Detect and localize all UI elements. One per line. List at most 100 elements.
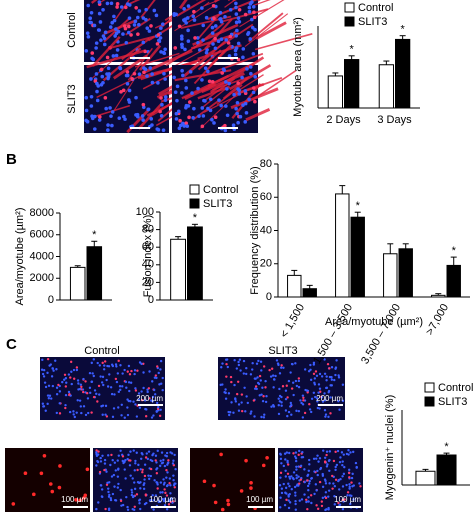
nucleus <box>184 21 188 25</box>
nucleus <box>261 386 264 389</box>
nucleus <box>134 403 137 406</box>
nucleus <box>314 370 318 373</box>
nucleus <box>243 386 246 389</box>
myotube <box>200 94 237 129</box>
nucleus <box>294 508 298 511</box>
nucleus <box>192 18 197 22</box>
nucleus <box>105 415 109 418</box>
nucleus <box>282 366 285 370</box>
nucleus <box>137 9 142 13</box>
nucleus <box>180 73 185 78</box>
nucleus <box>131 477 134 480</box>
nucleus <box>120 403 123 406</box>
nucleus <box>318 480 322 484</box>
nucleus <box>303 411 307 415</box>
nucleus <box>332 459 336 463</box>
nucleus <box>297 377 301 380</box>
nucleus <box>88 16 93 21</box>
nucleus <box>127 88 132 93</box>
nucleus <box>156 407 160 411</box>
nucleus <box>84 95 89 100</box>
nucleus <box>280 462 283 465</box>
nucleus <box>124 380 128 384</box>
nucleus <box>287 499 290 502</box>
nucleus <box>279 457 283 461</box>
nucleus <box>300 498 304 501</box>
x-axis-label: Area/myotube (µm²) <box>325 316 423 328</box>
nucleus <box>153 393 157 396</box>
nucleus <box>145 26 150 30</box>
nucleus <box>163 464 167 468</box>
nucleus <box>92 23 97 28</box>
nucleus <box>243 12 248 17</box>
nucleus <box>155 42 160 46</box>
nucleus <box>109 386 113 389</box>
nucleus <box>297 409 301 413</box>
nucleus <box>259 360 263 363</box>
myotube <box>112 79 135 113</box>
nucleus <box>92 374 95 378</box>
nucleus <box>106 481 109 485</box>
nucleus <box>259 379 262 382</box>
nucleus <box>165 494 169 497</box>
nucleus <box>186 104 191 108</box>
nucleus <box>213 500 218 505</box>
nucleus <box>133 369 137 372</box>
nucleus <box>234 5 238 10</box>
nucleus <box>133 487 137 491</box>
nucleus <box>135 415 139 418</box>
nucleus <box>166 461 170 465</box>
nucleus <box>278 387 281 391</box>
myotube <box>137 102 164 130</box>
nucleus <box>284 491 287 494</box>
nucleus <box>224 358 228 361</box>
nucleus <box>58 402 61 405</box>
nucleus <box>224 38 229 42</box>
nucleus <box>42 453 47 458</box>
nucleus <box>144 7 148 12</box>
nucleus <box>210 117 214 122</box>
nucleus <box>234 12 239 16</box>
nucleus <box>250 410 253 413</box>
nucleus <box>90 361 93 365</box>
nucleus <box>280 401 283 404</box>
nucleus <box>168 477 172 480</box>
nucleus <box>117 406 120 409</box>
nucleus <box>282 482 285 486</box>
nucleus <box>341 507 345 511</box>
nucleus <box>122 461 125 465</box>
nucleus <box>186 39 191 43</box>
nucleus <box>70 382 73 386</box>
nucleus <box>139 457 143 460</box>
nucleus <box>120 504 123 507</box>
nucleus <box>97 450 100 453</box>
nucleus <box>328 469 331 472</box>
nucleus <box>274 374 277 378</box>
nucleus <box>47 384 51 387</box>
nucleus <box>307 469 311 473</box>
nucleus <box>177 126 182 131</box>
nucleus <box>334 450 337 454</box>
nucleus <box>217 98 221 102</box>
nucleus <box>78 399 82 402</box>
nucleus <box>329 412 332 415</box>
nucleus <box>249 486 253 490</box>
myotube <box>252 0 271 7</box>
nucleus <box>95 507 98 511</box>
legend-swatch <box>344 2 355 13</box>
nucleus <box>103 96 108 100</box>
nucleus <box>151 459 154 463</box>
nucleus <box>155 461 158 464</box>
nucleus <box>301 403 305 406</box>
nucleus <box>170 452 174 455</box>
bar <box>395 38 411 109</box>
myotube <box>192 23 239 47</box>
nucleus <box>107 508 111 512</box>
nucleus <box>58 464 62 468</box>
nucleus <box>295 476 298 480</box>
nucleus <box>144 17 148 22</box>
nucleus <box>159 481 163 484</box>
nucleus <box>326 463 329 466</box>
nucleus <box>103 360 107 363</box>
nucleus <box>226 365 230 369</box>
